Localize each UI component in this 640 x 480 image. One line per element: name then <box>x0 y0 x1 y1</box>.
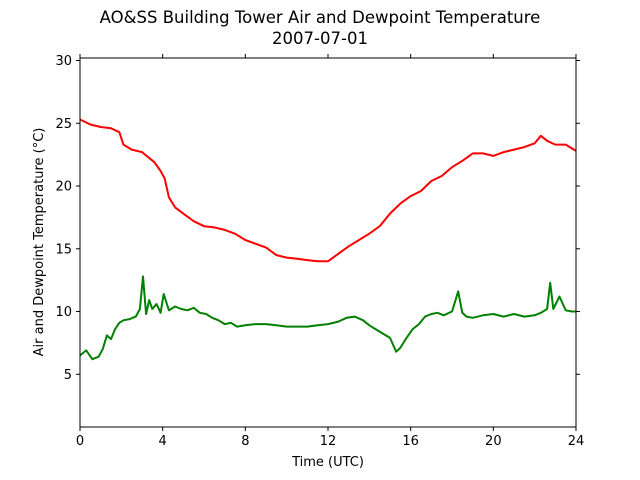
y-tick-label: 15 <box>55 242 72 257</box>
air-temperature-line <box>79 118 577 263</box>
y-tick-label: 25 <box>55 117 72 132</box>
x-axis-label: Time (UTC) <box>291 455 364 470</box>
x-tick-label: 24 <box>568 434 585 449</box>
y-tick-label: 30 <box>55 54 72 69</box>
y-tick-label: 5 <box>64 368 72 383</box>
plot-frame <box>79 57 577 428</box>
y-tick-label: 10 <box>55 305 72 320</box>
y-tick-label: 20 <box>55 180 72 195</box>
x-tick-label: 12 <box>320 434 337 449</box>
dewpoint-temperature-line <box>79 275 576 361</box>
x-tick-label: 4 <box>159 434 167 449</box>
x-tick-label: 8 <box>241 434 249 449</box>
chart-title: AO&SS Building Tower Air and Dewpoint Te… <box>99 8 541 27</box>
y-axis-label: Air and Dewpoint Temperature (°C) <box>32 128 47 357</box>
x-tick-label: 16 <box>402 434 419 449</box>
chart-subtitle: 2007-07-01 <box>272 29 368 48</box>
x-tick-label: 20 <box>485 434 502 449</box>
x-tick-label: 0 <box>76 434 84 449</box>
